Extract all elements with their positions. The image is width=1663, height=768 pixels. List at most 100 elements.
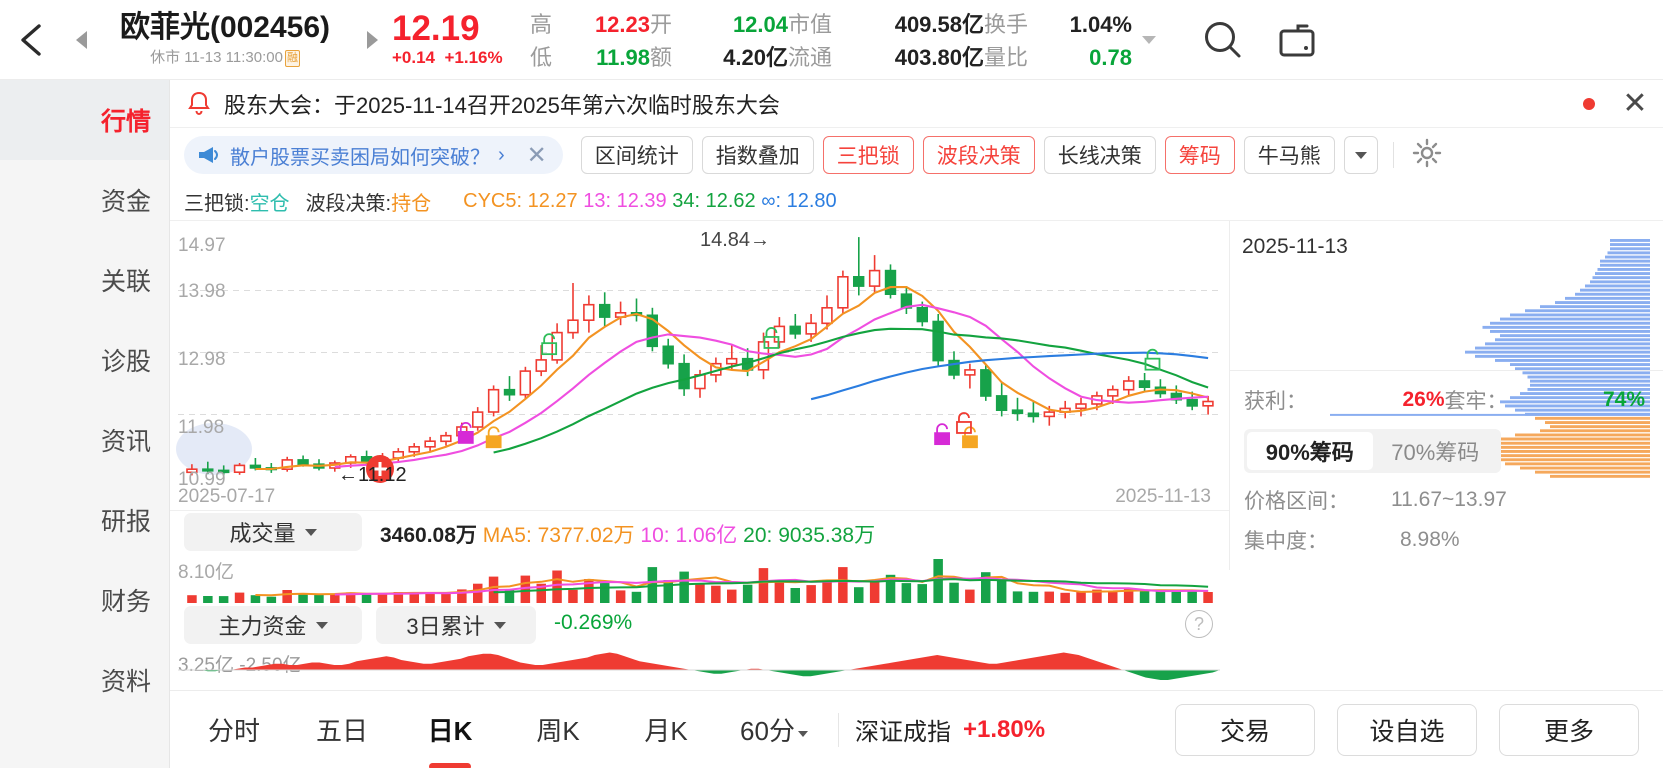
vol-ma20-label: 20:: [743, 524, 773, 547]
sidebar-item-profile[interactable]: 资料: [0, 640, 169, 720]
btn-index-overlay[interactable]: 指数叠加: [701, 136, 814, 174]
vol-ma5-label: MA5:: [482, 524, 532, 547]
tab-daily-k[interactable]: 日K: [396, 711, 504, 768]
header-stats: 高 12.23 低 11.98 开 12.04 额 4.20亿 市值 409.58亿 流通…: [530, 7, 1156, 73]
index-name[interactable]: 深证成指: [855, 719, 951, 746]
trade-button[interactable]: 交易: [1175, 703, 1315, 756]
funds-period-selector[interactable]: 3日累计: [376, 606, 536, 644]
add-watchlist-button[interactable]: 设自选: [1337, 703, 1477, 756]
promo-banner[interactable]: 散户股票买卖困局如何突破？ › ✕: [184, 136, 563, 174]
stock-name-block[interactable]: 欧菲光(002456) 休市 11-13 11:30:00 融: [98, 11, 352, 69]
sidebar-label: 资金: [100, 188, 151, 216]
market-status-text: 休市 11-13 11:30:00: [150, 48, 283, 66]
stat-label-amount: 额: [650, 44, 673, 70]
funds-selector[interactable]: 主力资金: [184, 606, 362, 644]
close-icon[interactable]: ✕: [1622, 86, 1648, 120]
seg-90-chips[interactable]: 90%筹码: [1247, 432, 1373, 470]
promo-close-icon[interactable]: ✕: [526, 141, 547, 169]
tab-weekly-k[interactable]: 周K: [504, 711, 612, 748]
sidebar-label: 财务: [100, 588, 151, 616]
stat-col-high-low: 高 12.23 低 11.98: [530, 7, 650, 73]
caret-down-icon[interactable]: [1142, 35, 1156, 44]
kline-chart-row: 14.97 13.98 12.98 11.98 10.99 14.84→ ←11…: [170, 220, 1663, 511]
indicator-buttons: 区间统计 指数叠加 三把锁 波段决策 长线决策 筹码 牛马熊: [580, 134, 1446, 177]
search-button[interactable]: [1186, 16, 1260, 64]
back-button[interactable]: [0, 20, 64, 60]
stat-value-amount: 4.20亿: [723, 44, 788, 70]
swing-label: 波段决策:: [305, 192, 392, 215]
announcement-bar[interactable]: 股东大会：于2025-11-14召开2025年第六次临时股东大会 ✕: [170, 80, 1663, 128]
tab-60min[interactable]: 60分: [720, 711, 828, 748]
peak-annotation: 14.84→: [700, 229, 771, 251]
next-stock-button[interactable]: [352, 30, 392, 49]
btn-range-stats[interactable]: 区间统计: [580, 136, 693, 174]
lock-value: 空仓: [249, 192, 290, 215]
concentration-label: 集中度：: [1244, 530, 1328, 553]
question-icon[interactable]: ?: [1185, 610, 1213, 638]
funds-row: 主力资金 3日累计 -0.269% ? 3.25亿 -2.50亿: [170, 602, 1229, 690]
sidebar-label: 研报: [100, 508, 151, 536]
y-label-1: 13.98: [178, 281, 226, 302]
kline-chart[interactable]: [170, 221, 1229, 483]
low-annotation: ←11.12: [338, 464, 407, 486]
chip-percent-segmented[interactable]: 90%筹码 70%筹码: [1244, 429, 1501, 473]
stat-label-mcap: 市值: [788, 11, 833, 37]
volume-row: 成交量 3460.08万 MA5: 7377.02万 10: 1.06亿 20:…: [170, 510, 1229, 603]
stat-value-high: 12.23: [594, 11, 650, 37]
triangle-right-icon: [366, 30, 378, 49]
btn-three-locks[interactable]: 三把锁: [822, 136, 914, 174]
tab-five-day[interactable]: 五日: [288, 711, 396, 748]
unread-dot: [1583, 97, 1595, 110]
layout-card-button[interactable]: [1260, 17, 1334, 63]
tab-label: 周K: [536, 716, 580, 746]
cyc5-label: CYC5:: [463, 189, 523, 212]
stat-value-open: 12.04: [732, 11, 788, 37]
sidebar-item-funds[interactable]: 资金: [0, 160, 169, 240]
sidebar-item-quotes[interactable]: 行情: [0, 80, 169, 160]
funds-selector-label: 主力资金: [218, 614, 307, 639]
prev-stock-button[interactable]: [64, 30, 98, 49]
btn-label: 三把锁: [836, 145, 900, 168]
tab-label: 60分: [740, 716, 795, 746]
cyc13-value: 12.39: [616, 189, 667, 212]
chip-profit-row: 获利： 26% 套牢： 74%: [1230, 371, 1663, 415]
indicator-values-line: 三把锁: 空仓 波段决策: 持仓 CYC5: 12.27 13: 12.39 34:…: [170, 182, 1663, 220]
btn-swing-decision[interactable]: 波段决策: [922, 136, 1035, 174]
tab-intraday[interactable]: 分时: [180, 711, 288, 748]
sidebar-item-news[interactable]: 资讯: [0, 400, 169, 480]
start-date: 2025-07-17: [178, 486, 276, 507]
tab-monthly-k[interactable]: 月K: [612, 711, 720, 748]
end-date: 2025-11-13: [1115, 486, 1211, 507]
margin-badge: 融: [284, 49, 300, 67]
tab-label: 五日: [315, 716, 368, 746]
stat-col-mcap-float: 市值 409.58亿 流通 403.80亿: [788, 7, 984, 73]
sidebar-item-diagnosis[interactable]: 诊股: [0, 320, 169, 400]
volume-selector[interactable]: 成交量: [184, 513, 362, 551]
trapped-label: 套牢：: [1444, 390, 1508, 413]
bell-icon: [188, 91, 210, 115]
sidebar-label: 关联: [100, 268, 151, 296]
seg-70-chips[interactable]: 70%筹码: [1391, 440, 1480, 465]
vol-ma10-value: 1.06亿: [675, 524, 738, 547]
price-range-row: 价格区间： 11.67~13.97: [1230, 473, 1663, 515]
settings-button[interactable]: [1408, 134, 1446, 177]
sidebar-item-research[interactable]: 研报: [0, 480, 169, 560]
index-change-pct: +1.80%: [963, 715, 1046, 743]
megaphone-icon: [199, 147, 218, 163]
bottom-divider: [838, 712, 839, 747]
stat-label-high: 高: [530, 11, 553, 37]
caret-down-icon: [304, 528, 317, 536]
left-sidebar: 行情 资金 关联 诊股 资讯 研报 财务 资料: [0, 80, 170, 768]
btn-more-indicators[interactable]: [1343, 136, 1378, 174]
cyc34-label: 34:: [672, 189, 701, 212]
sidebar-item-financials[interactable]: 财务: [0, 560, 169, 640]
vol-ma5-value: 7377.02万: [537, 524, 635, 547]
stat-label-low: 低: [530, 44, 553, 70]
btn-bull-bear[interactable]: 牛马熊: [1243, 136, 1335, 174]
btn-chips[interactable]: 筹码: [1164, 136, 1235, 174]
btn-longterm-decision[interactable]: 长线决策: [1043, 136, 1156, 174]
sidebar-item-related[interactable]: 关联: [0, 240, 169, 320]
sidebar-label: 资料: [100, 668, 151, 696]
more-button[interactable]: 更多: [1499, 703, 1639, 756]
btn-label: 指数叠加: [715, 145, 800, 168]
